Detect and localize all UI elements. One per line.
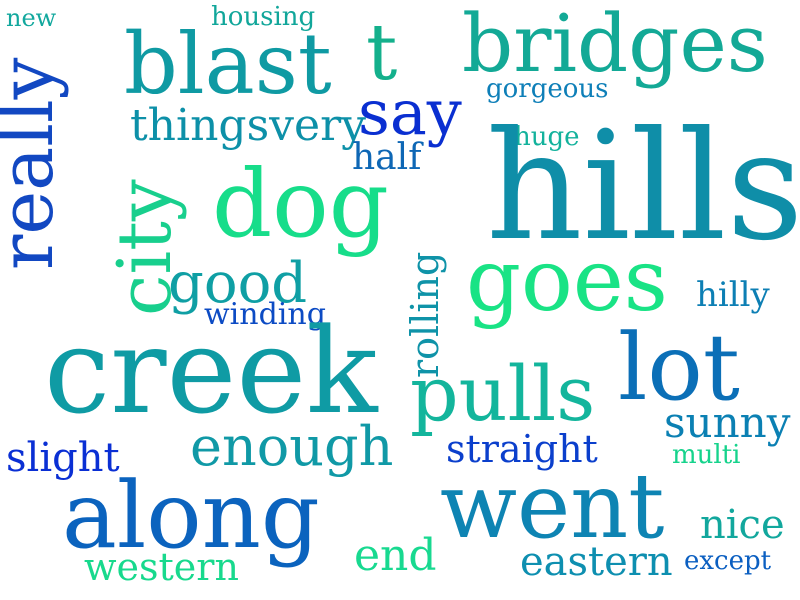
word-except: except: [684, 546, 772, 576]
word-nice: nice: [700, 502, 785, 548]
word-straight: straight: [446, 427, 598, 471]
word-say: say: [358, 76, 462, 149]
word-gorgeous: gorgeous: [486, 74, 609, 104]
word-enough: enough: [190, 415, 394, 478]
word-lot: lot: [618, 314, 740, 421]
word-housing: housing: [211, 2, 316, 32]
word-western: western: [84, 545, 239, 589]
word-really: really: [0, 57, 70, 270]
word-bridges: bridges: [462, 0, 768, 90]
word-creek: creek: [44, 302, 378, 440]
word-pulls: pulls: [410, 349, 596, 438]
word-t: t: [366, 8, 398, 98]
word-huge: huge: [514, 122, 580, 152]
word-good: good: [168, 251, 308, 316]
word-goes: goes: [466, 231, 668, 331]
word-sunny: sunny: [664, 398, 791, 447]
word-winding: winding: [204, 297, 326, 332]
word-new: new: [6, 4, 57, 32]
word-eastern: eastern: [520, 539, 673, 585]
word-hilly: hilly: [696, 275, 770, 315]
word-half: half: [352, 137, 422, 178]
word-slight: slight: [6, 435, 120, 481]
word-end: end: [354, 530, 437, 581]
word-along: along: [62, 462, 320, 569]
word-went: went: [440, 454, 665, 559]
word-blast: blast: [124, 15, 332, 113]
word-hills: hills: [486, 100, 800, 274]
word-thingsvery: thingsvery: [130, 100, 366, 151]
word-multi: multi: [672, 440, 741, 470]
word-dog: dog: [212, 150, 389, 259]
